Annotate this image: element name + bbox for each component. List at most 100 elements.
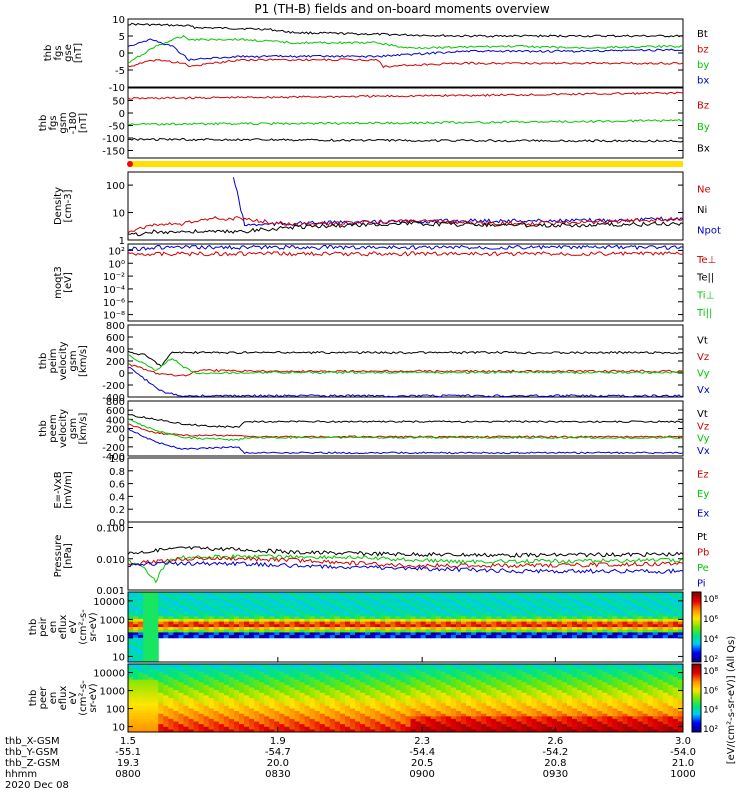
heatmap-cell <box>450 666 457 670</box>
heatmap-cell <box>551 664 558 668</box>
heatmap-cell <box>133 624 139 628</box>
heatmap-cell <box>476 674 482 678</box>
heatmap-cell <box>647 602 654 606</box>
heatmap-cell <box>637 594 644 598</box>
heatmap-cell <box>259 597 265 601</box>
heatmap-cell <box>466 616 472 620</box>
heatmap-cell <box>667 692 674 696</box>
heatmap-cell <box>193 594 200 598</box>
heatmap-cell <box>405 600 412 604</box>
heatmap-cell <box>400 635 406 639</box>
y-axis-label-line: [nT] <box>78 113 89 133</box>
heatmap-cell <box>410 597 417 601</box>
heatmap-cell <box>516 716 523 720</box>
heatmap-cell <box>304 698 311 702</box>
heatmap-cell <box>481 594 487 598</box>
heatmap-cell <box>299 608 306 612</box>
heatmap-cell <box>566 684 573 689</box>
heatmap-cell <box>607 635 613 639</box>
heatmap-cell <box>526 724 533 728</box>
heatmap-cell <box>471 624 477 628</box>
heatmap-cell <box>566 708 573 712</box>
heatmap-cell <box>365 600 371 604</box>
heatmap-cell <box>228 618 235 623</box>
heatmap-cell <box>339 684 346 689</box>
heatmap-cell <box>587 716 593 720</box>
heatmap-cell <box>481 721 487 725</box>
heatmap-cell <box>365 700 371 704</box>
heatmap-cell <box>319 616 326 620</box>
heatmap-cell <box>592 705 598 709</box>
heatmap-cell <box>269 664 275 668</box>
heatmap-cell <box>360 602 366 606</box>
heatmap-cell <box>385 700 391 704</box>
heatmap-cell <box>249 684 255 689</box>
heatmap-cell <box>344 602 351 606</box>
heatmap-cell <box>521 618 528 623</box>
heatmap-cell <box>213 677 220 681</box>
heatmap-cell <box>148 718 154 723</box>
heatmap-cell <box>481 726 487 730</box>
heatmap-cell <box>153 643 159 647</box>
heatmap-cell <box>612 679 618 683</box>
heatmap-cell <box>476 721 482 725</box>
heatmap-cell <box>390 592 396 596</box>
heatmap-cell <box>652 698 659 702</box>
heatmap-cell <box>178 700 184 704</box>
heatmap-cell <box>551 703 558 707</box>
heatmap-cell <box>622 703 628 707</box>
heatmap-cell <box>188 616 195 620</box>
heatmap-cell <box>440 674 447 678</box>
heatmap-cell <box>158 664 164 668</box>
heatmap-cell <box>339 674 346 678</box>
heatmap-cell <box>173 679 179 683</box>
heatmap-cell <box>314 716 321 720</box>
heatmap-cell <box>511 687 517 691</box>
heatmap-cell <box>249 674 255 678</box>
heatmap-cell <box>410 687 417 691</box>
heatmap-cell <box>445 684 452 689</box>
heatmap-cell <box>455 629 462 633</box>
heatmap-cell <box>536 726 543 730</box>
heatmap-cell <box>314 677 321 681</box>
heatmap-cell <box>213 698 220 702</box>
heatmap-cell <box>284 592 290 596</box>
heatmap-cell <box>667 629 674 633</box>
heatmap-cell <box>607 608 613 612</box>
heatmap-cell <box>435 713 442 717</box>
heatmap-cell <box>491 690 497 694</box>
heatmap-cell <box>642 624 649 628</box>
heatmap-cell <box>168 711 174 715</box>
heatmap-cell <box>466 592 472 596</box>
heatmap-cell <box>309 618 316 623</box>
heatmap-cell <box>511 632 517 636</box>
heatmap-cell <box>466 687 472 691</box>
heatmap-cell <box>249 729 255 733</box>
heatmap-cell <box>516 703 523 707</box>
heatmap-cell <box>395 679 401 683</box>
heatmap-cell <box>344 632 351 636</box>
heatmap-cell <box>153 610 159 615</box>
heatmap-cell <box>592 682 598 686</box>
heatmap-cell <box>435 684 442 689</box>
heatmap-cell <box>496 684 502 689</box>
heatmap-cell <box>133 653 139 658</box>
heatmap-cell <box>536 684 543 689</box>
heatmap-cell <box>274 613 280 617</box>
heatmap-cell <box>350 602 356 606</box>
heatmap-cell <box>249 635 255 639</box>
heatmap-cell <box>526 718 533 723</box>
heatmap-cell <box>582 703 588 707</box>
heatmap-cell <box>239 721 245 725</box>
heatmap-cell <box>415 682 422 686</box>
heatmap-cell <box>637 703 644 707</box>
heatmap-cell <box>445 621 452 625</box>
heatmap-cell <box>233 618 240 623</box>
heatmap-cell <box>486 629 492 633</box>
heatmap-cell <box>163 632 169 636</box>
heatmap-cell <box>566 726 573 730</box>
heatmap-cell <box>501 671 507 675</box>
heatmap-cell <box>531 597 538 601</box>
heatmap-cell <box>153 671 159 675</box>
heatmap-cell <box>173 711 179 715</box>
